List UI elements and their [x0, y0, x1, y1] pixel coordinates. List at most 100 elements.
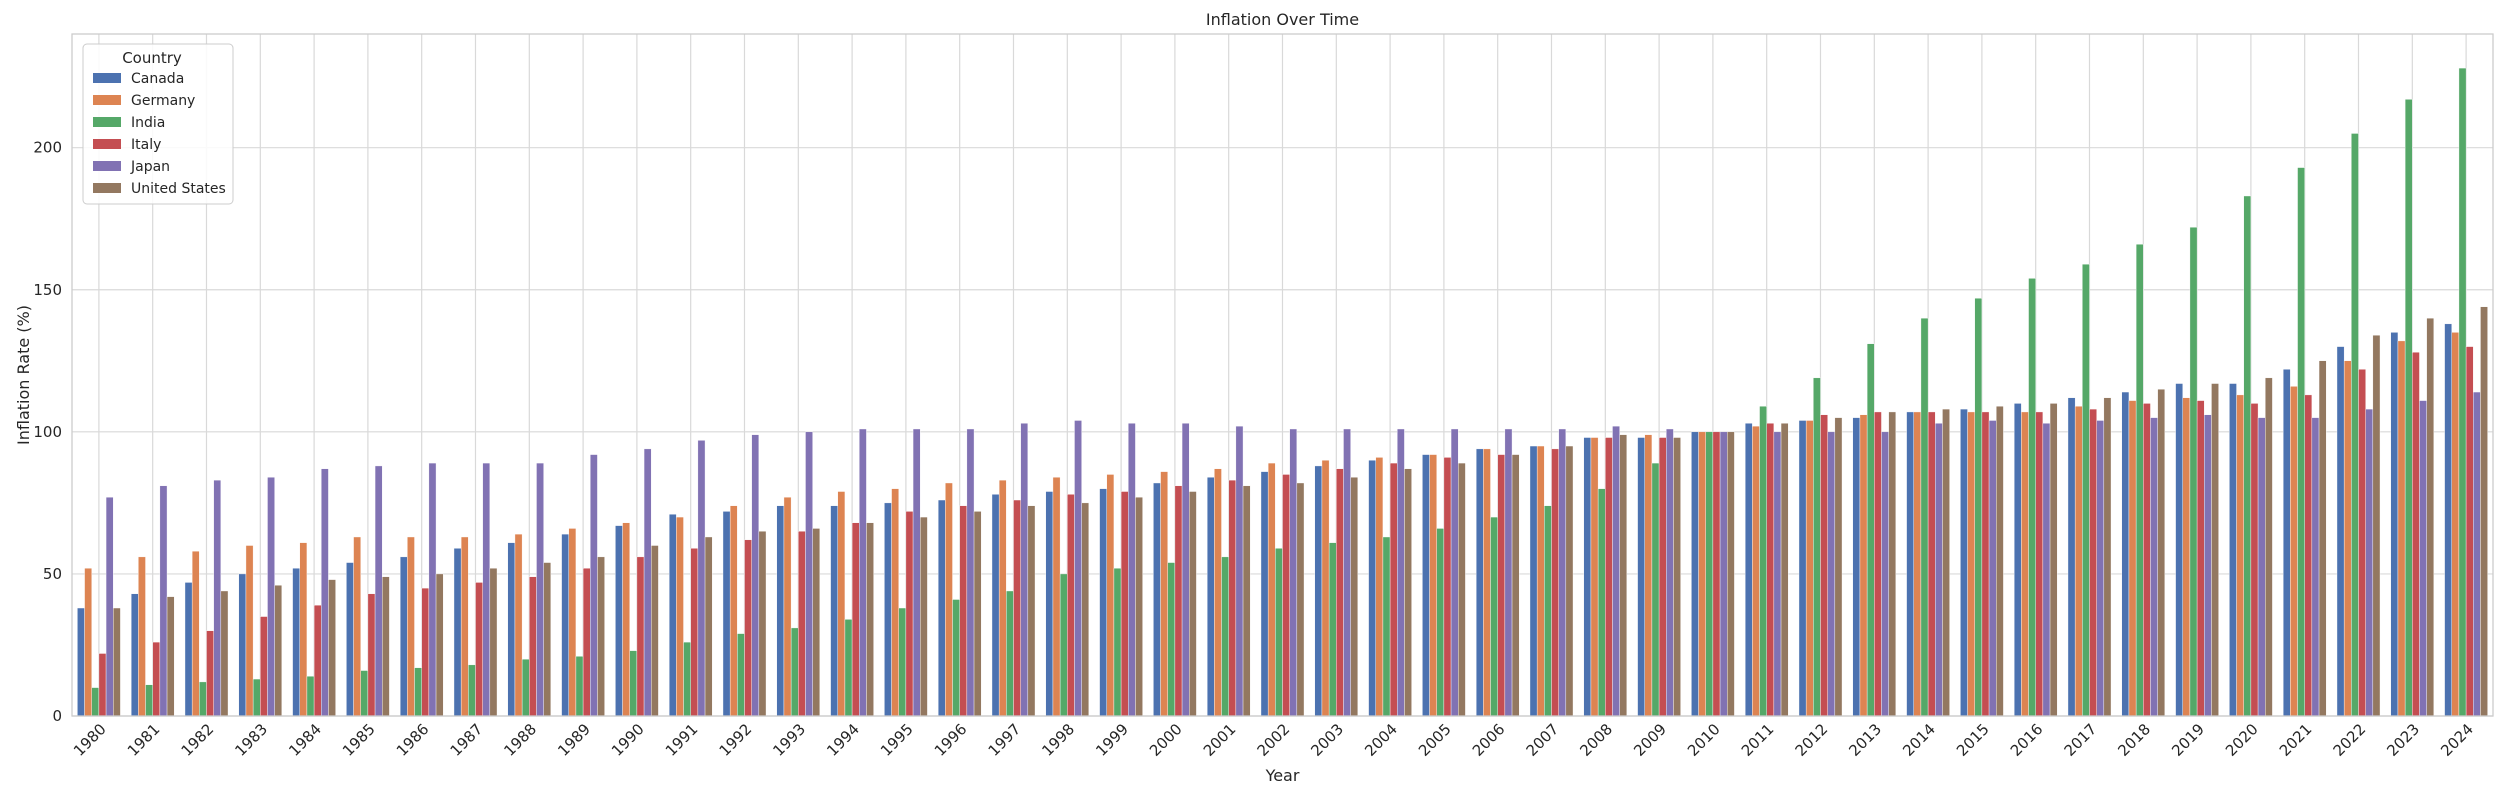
bar-japan [2096, 420, 2105, 717]
bar-india [2028, 278, 2036, 717]
bar-germany [891, 488, 899, 717]
x-tick-label: 1991 [662, 720, 702, 760]
bar-india [2297, 167, 2305, 717]
bar-germany [2021, 411, 2029, 717]
bar-italy [2358, 369, 2366, 717]
bar-canada [1960, 408, 1968, 717]
bar-italy [1605, 437, 1613, 717]
bar-japan [1450, 428, 1459, 717]
x-tick-label: 1981 [124, 720, 164, 760]
bar-india [1328, 542, 1337, 717]
bar-germany [1321, 460, 1330, 717]
bar-india [1544, 505, 1552, 717]
bar-japan [1827, 431, 1836, 717]
bar-united-states [489, 568, 498, 717]
bar-united-states [274, 585, 283, 717]
bar-germany [1214, 468, 1222, 717]
y-tick-label: 200 [33, 139, 62, 157]
bar-italy [475, 582, 483, 717]
bar-canada [292, 568, 300, 717]
bar-germany [1698, 431, 1706, 717]
bar-india [2404, 99, 2413, 717]
bar-india [2351, 133, 2359, 717]
bar-united-states [1081, 502, 1090, 717]
bar-japan [1074, 420, 1082, 717]
bar-japan [536, 462, 544, 717]
bar-japan [2257, 417, 2266, 717]
x-tick-label: 1986 [393, 720, 433, 760]
bar-germany [299, 542, 308, 717]
bar-india [1006, 590, 1014, 717]
bar-united-states [1135, 496, 1143, 717]
bar-canada [561, 533, 569, 717]
bar-canada [1206, 477, 1215, 717]
bar-japan [1881, 431, 1889, 717]
bar-italy [1067, 494, 1075, 717]
bar-canada [1475, 448, 1484, 717]
bar-italy [690, 548, 699, 717]
x-tick-label: 1998 [1038, 720, 1078, 760]
bar-india [1759, 406, 1767, 717]
bar-canada [1422, 454, 1430, 717]
x-tick-label: 2013 [1845, 720, 1885, 760]
bar-germany [514, 533, 523, 717]
bar-japan [751, 434, 760, 717]
bar-germany [2451, 332, 2460, 717]
y-tick-label: 50 [43, 565, 62, 583]
bar-germany [2128, 400, 2137, 717]
bar-united-states [1834, 417, 1843, 717]
bar-canada [1099, 488, 1107, 717]
bar-united-states [1996, 406, 2004, 717]
chart-title: Inflation Over Time [1206, 10, 1359, 29]
bar-germany [1859, 414, 1868, 717]
x-tick-label: 2009 [1630, 720, 1670, 760]
bar-italy [1551, 448, 1559, 717]
bar-germany [2343, 360, 2352, 717]
bar-germany [1752, 425, 1760, 717]
bar-canada [615, 525, 623, 717]
bar-canada [991, 494, 1000, 717]
bar-united-states [328, 579, 336, 717]
bar-united-states [1727, 431, 1735, 717]
bar-india [1167, 562, 1176, 717]
bar-germany [676, 516, 684, 717]
x-tick-label: 1989 [554, 720, 594, 760]
bar-italy [206, 630, 214, 717]
bar-germany [1375, 457, 1384, 717]
bar-italy [959, 505, 968, 717]
x-tick-label: 2010 [1684, 720, 1724, 760]
bar-japan [859, 428, 867, 717]
bar-germany [1106, 474, 1115, 717]
bar-italy [1013, 499, 1021, 717]
bar-india [1866, 343, 1875, 717]
bar-india [1059, 573, 1068, 717]
bar-india [199, 681, 207, 717]
x-tick-label: 2015 [1953, 720, 1993, 760]
bar-japan [590, 454, 598, 717]
bar-united-states [1242, 485, 1251, 717]
x-tick-label: 2016 [2007, 720, 2047, 760]
bar-india [1275, 548, 1283, 717]
legend-swatch [93, 183, 121, 193]
x-tick-label: 2019 [2168, 720, 2208, 760]
bar-germany [1160, 471, 1168, 717]
bar-india [844, 619, 853, 717]
bar-japan [1397, 428, 1405, 717]
x-tick-label: 1996 [931, 720, 971, 760]
bar-united-states [543, 562, 552, 717]
bar-india [1813, 377, 1821, 717]
bar-japan [2365, 408, 2374, 717]
bar-italy [313, 604, 322, 717]
bar-india [468, 664, 476, 717]
bar-germany [1429, 454, 1437, 717]
bar-canada [2282, 369, 2291, 717]
bar-germany [837, 491, 846, 717]
bar-italy [636, 556, 645, 717]
bar-india [790, 627, 799, 717]
bar-italy [1174, 485, 1183, 717]
bar-japan [1988, 420, 1997, 717]
y-tick-label: 100 [33, 423, 62, 441]
bar-japan [2042, 423, 2051, 717]
